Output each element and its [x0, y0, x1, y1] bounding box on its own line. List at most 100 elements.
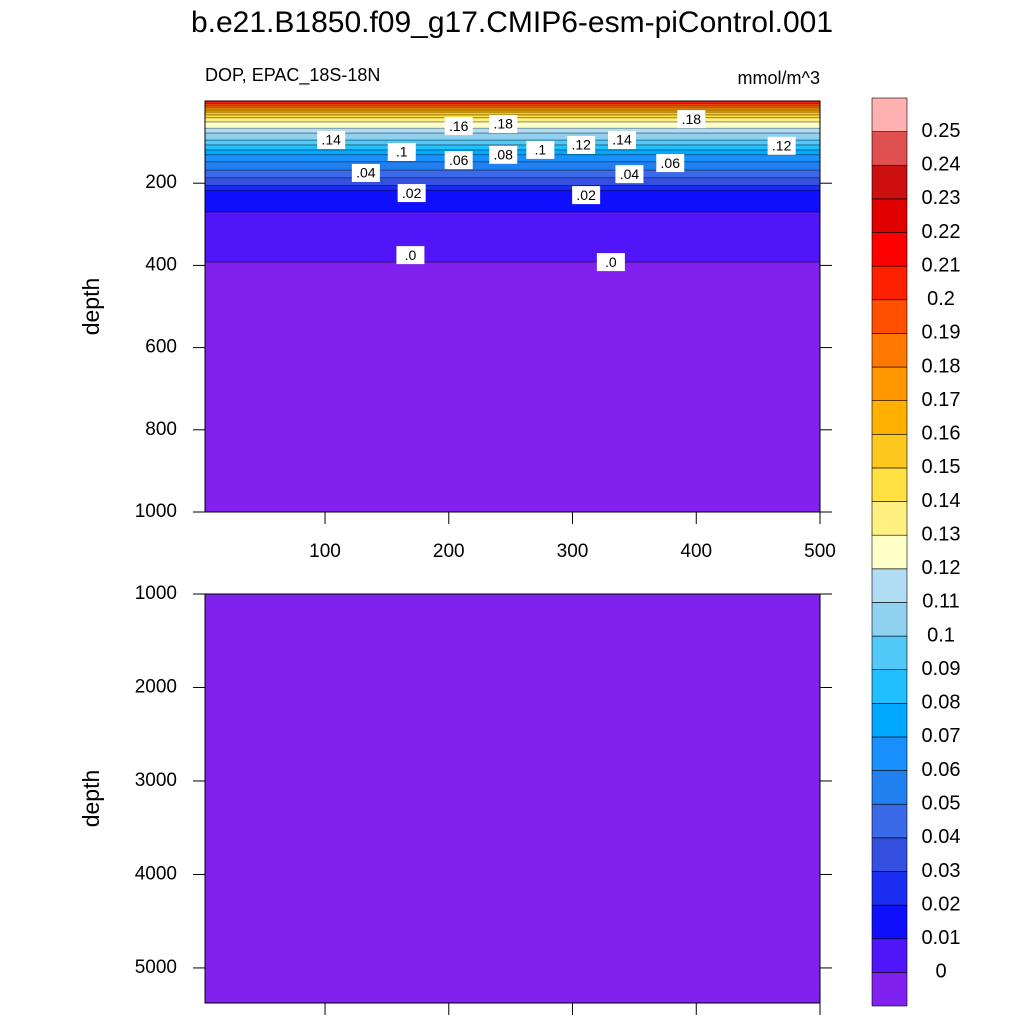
colorbar-box	[871, 299, 908, 334]
contour-band	[205, 101, 820, 104]
colorbar-box	[871, 635, 908, 671]
contour-label: .12	[567, 135, 596, 154]
x-tick-label: 200	[433, 541, 465, 562]
x-tick-label: 100	[309, 541, 341, 562]
y-tick-label: 600	[145, 337, 177, 358]
colorbar-box	[871, 669, 908, 704]
contour-label: .12	[767, 136, 796, 155]
colorbar-box	[871, 333, 908, 368]
contour-label-text: .04	[620, 166, 640, 182]
contour-label-text: .12	[571, 137, 591, 153]
contour-label: .16	[444, 117, 473, 136]
colorbar-label: 0.03	[922, 860, 961, 882]
colorbar-label: 0.2	[927, 288, 955, 310]
colorbar-label: 0.23	[922, 187, 961, 209]
y-axis-label: depth	[78, 278, 104, 336]
contour-label: .0	[396, 246, 425, 265]
contour-label-text: .06	[661, 155, 681, 171]
colorbar-box	[871, 265, 908, 301]
colorbar-box	[871, 198, 908, 233]
contour-label: .08	[489, 145, 518, 164]
contour-label-text: .0	[605, 254, 617, 270]
plot-frame	[204, 100, 821, 513]
colorbar-label: 0.11	[922, 591, 959, 613]
contour-label: .02	[572, 186, 601, 205]
contour-label-box	[596, 253, 625, 272]
contour-label-text: .16	[449, 118, 469, 134]
colorbar-label: 0.06	[922, 759, 961, 781]
colorbar-label: 0.13	[922, 523, 961, 545]
colorbar-box	[871, 568, 908, 603]
contour-label-box	[677, 110, 706, 129]
contour-label-box	[489, 145, 518, 164]
colorbar-label: 0.09	[922, 658, 961, 680]
colorbar-box	[871, 501, 908, 536]
colorbar-label: 0.22	[922, 221, 961, 243]
contour-label-text: .0	[405, 247, 417, 263]
contour-label: .02	[397, 184, 426, 203]
contour-label-box	[615, 165, 644, 184]
colorbar-box	[871, 433, 908, 469]
contour-label-box	[317, 131, 346, 150]
contour-label-box	[608, 131, 637, 150]
contour-label-box	[489, 115, 518, 134]
y-tick-label: 2000	[135, 677, 177, 698]
chart-title: b.e21.B1850.f09_g17.CMIP6-esm-piControl.…	[191, 6, 833, 39]
colorbar-box	[871, 97, 908, 132]
y-tick-label: 1000	[135, 501, 177, 522]
y-tick-label: 200	[145, 172, 177, 193]
contour-label: .1	[526, 140, 555, 159]
colorbar-label: 0.02	[922, 893, 961, 915]
contour-label-text: .18	[493, 116, 513, 132]
y-tick-label: 400	[145, 254, 177, 275]
colorbar-label: 0.16	[922, 423, 961, 445]
contour-label-box	[567, 135, 596, 154]
x-tick-label: 300	[557, 541, 589, 562]
contour-label-box	[351, 163, 380, 182]
contour-label: .14	[317, 131, 346, 150]
y-tick-label: 1000	[135, 583, 177, 604]
right-label: mmol/m^3	[738, 68, 820, 88]
colorbar-box	[871, 366, 908, 401]
colorbar-box	[871, 534, 908, 570]
contour-label-box	[444, 117, 473, 136]
y-tick-label: 3000	[135, 770, 177, 791]
contour-label-box	[572, 186, 601, 205]
colorbar-label: 0.19	[922, 322, 961, 344]
contour-label-box	[526, 140, 555, 159]
contour-label-box	[397, 184, 426, 203]
contour-label: .18	[489, 115, 518, 134]
colorbar-box	[871, 803, 908, 839]
y-tick-label: 4000	[135, 863, 177, 884]
colorbar-label: 0	[935, 961, 946, 983]
contour-label-box	[396, 246, 425, 265]
contour-label-text: .12	[772, 138, 792, 154]
colorbar-box	[871, 736, 908, 771]
x-tick-label: 500	[804, 541, 836, 562]
colorbar-label: 0.01	[922, 927, 961, 949]
plot-frame	[204, 593, 821, 1004]
colorbar-label: 0.15	[922, 456, 961, 478]
colorbar-box	[871, 232, 908, 267]
contour-label-text: .06	[449, 152, 469, 168]
y-axis-label: depth	[78, 770, 104, 828]
colorbar-box	[871, 837, 908, 872]
contour-label-text: .04	[356, 165, 376, 181]
contour-label-box	[444, 151, 473, 170]
contour-label: .18	[677, 110, 706, 129]
contour-label: .0	[596, 253, 625, 272]
contour-label-text: .08	[493, 147, 513, 163]
contour-label: .04	[615, 165, 644, 184]
contour-label-text: .18	[682, 111, 702, 127]
colorbar-box	[871, 904, 908, 940]
colorbar-box	[871, 972, 908, 1007]
colorbar-box	[871, 467, 908, 502]
colorbar-box	[871, 602, 908, 637]
y-tick-label: 5000	[135, 957, 177, 978]
colorbar-label: 0.04	[922, 826, 961, 848]
colorbar-box	[871, 871, 908, 906]
colorbar-label: 0.24	[922, 154, 961, 176]
contour-label-text: .1	[534, 142, 546, 158]
contour-label-text: .14	[612, 132, 632, 148]
